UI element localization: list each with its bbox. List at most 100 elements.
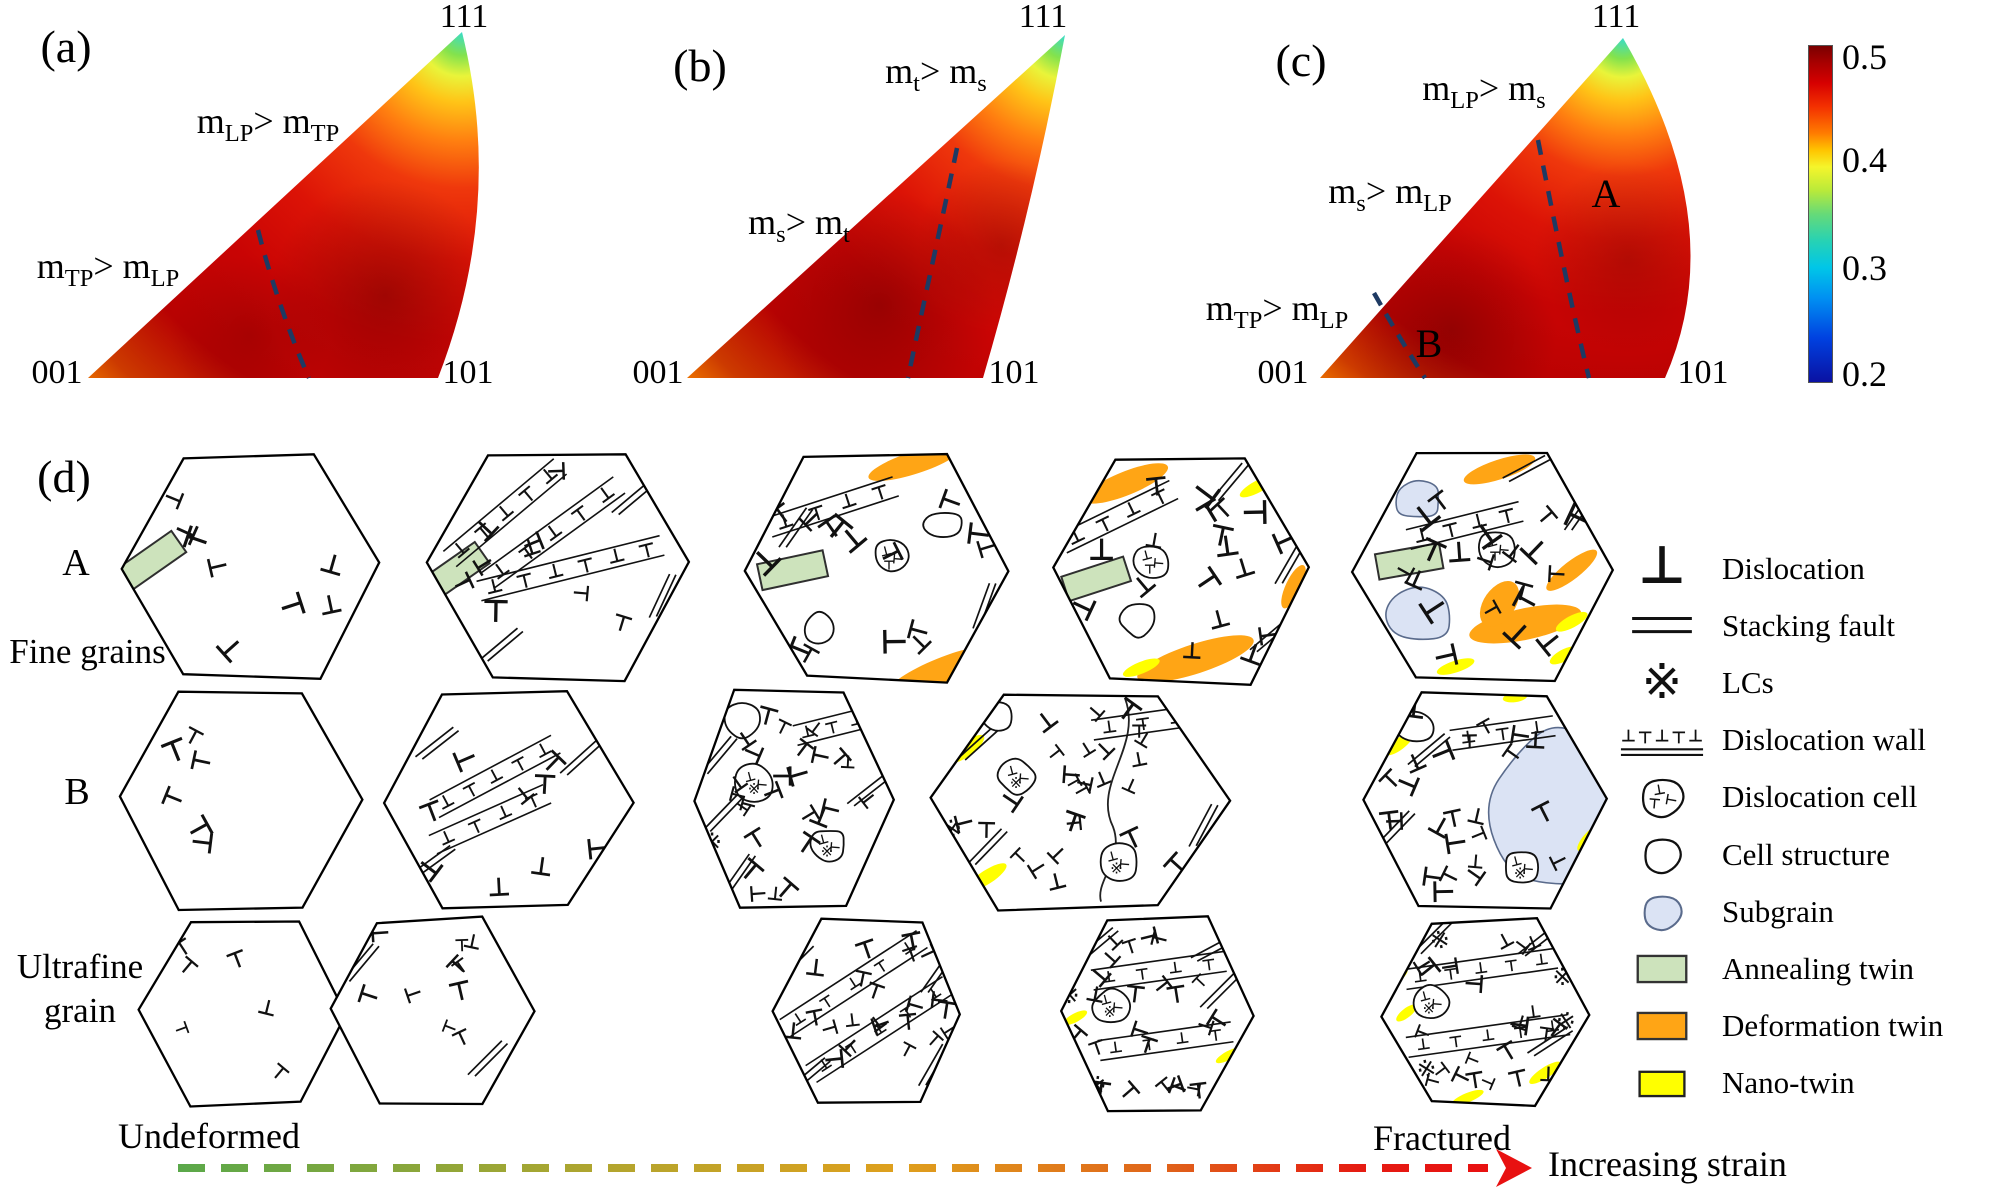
svg-text:⊥: ⊥ [1472,957,1489,978]
svg-text:⊥: ⊥ [1479,1025,1496,1046]
dislocation-cell [1099,842,1138,882]
deformation-twin [1546,549,1598,591]
svg-text:⊥: ⊥ [1428,997,1444,1010]
colorbar-tick-04: 0.4 [1842,140,1887,180]
svg-text:⊥: ⊥ [1088,533,1116,568]
svg-text:⊥: ⊥ [1174,1027,1191,1048]
svg-text:⊥: ⊥ [544,558,567,585]
region-a-dashed-line [1535,139,1592,379]
hexagon-grain-A1: ⊥⊥⊥⊥⊥⊥⊥⊥ [120,453,381,680]
svg-text:⊥: ⊥ [883,556,895,571]
panel-b-region-lower: ms> mt [748,202,850,249]
svg-text:⊥: ⊥ [186,828,221,857]
colorbar-tick-05: 0.5 [1842,37,1887,77]
legend-item-deformation-twin: Deformation twin [1612,998,2008,1055]
svg-text:⊥: ⊥ [889,552,905,565]
stacking-fault [414,726,460,760]
dislocation-cell [1091,987,1132,1024]
svg-text:⊥: ⊥ [1437,828,1473,858]
nano-twin-icon [1612,1055,1712,1111]
svg-text:⊥: ⊥ [605,543,628,570]
svg-text:⊥: ⊥ [878,543,893,561]
stacking-fault [480,627,524,662]
twin-boundary-dashed-line [905,147,960,379]
svg-text:⊥: ⊥ [1116,857,1132,870]
svg-text:⊥: ⊥ [1100,717,1118,739]
svg-text:⊥: ⊥ [1409,1021,1435,1044]
svg-text:⊥: ⊥ [435,825,459,851]
stacking-fault [967,828,1008,866]
panel-a-corner-001: 001 [31,354,83,391]
legend-label-dislocation: Dislocation [1722,550,1865,586]
svg-text:⊥: ⊥ [1426,879,1459,905]
svg-text:⊥: ⊥ [960,519,997,549]
svg-text:⊥: ⊥ [896,1007,920,1035]
svg-text:⊥: ⊥ [1466,849,1486,873]
hexagon-grain-B3: ⊥ ⊥ ⊥⊥⊥※⊥⊥※※⊥⊥⊥⊥⊥⊥⊥⊥⊥⊥ ⊥⊥⊥⊥⊥⊥⊥⊥⊥⊥⊥⊥⊥⊥⊥⊥ [693,688,896,909]
deformation-twin [1137,635,1254,683]
panel-c-corner-101: 101 [1677,354,1729,391]
svg-text:⊥: ⊥ [1509,853,1524,871]
svg-text:※: ※ [1642,655,1683,710]
row-label-a: A [62,542,90,584]
svg-text:⊥: ⊥ [1621,725,1636,745]
svg-text:⊥: ⊥ [1163,978,1189,1009]
svg-text:⊥: ⊥ [636,537,659,564]
hexagon-grain-B5: ⊥ ⊥ ⊥⊥⊥※⊥⊥⊥⊥⊥⊥⊥⊥⊥⊥⊥⊥⊥⊥⊥ ⊥⊥⊥⊥⊥⊥⊥⊥⊥ [1362,691,1609,910]
legend-item-dislocation: ⊥ Dislocation [1612,540,2008,597]
hexagon-grain-B1: ⊥⊥⊥⊥⊥⊥ [118,690,364,912]
svg-text:⊥: ⊥ [1061,812,1087,833]
deformation-twin [1281,564,1306,609]
svg-text:⊥: ⊥ [1460,972,1489,996]
svg-text:⊥: ⊥ [781,1017,805,1046]
svg-text:⊥: ⊥ [437,1016,461,1038]
cell-structure [922,512,963,538]
nano-twin [1529,1061,1562,1084]
stage-label-fractured: Fractured [1373,1118,1511,1158]
svg-text:⊥: ⊥ [1524,725,1548,755]
dislocation-cell [1412,983,1451,1020]
colorbar-tick-02: 0.2 [1842,354,1887,394]
legend-label-subgrain: Subgrain [1722,893,1834,929]
svg-text:※: ※ [1423,999,1436,1017]
dislocation-wall: ⊥⊥⊥⊥ [428,783,552,855]
svg-text:⊥: ⊥ [1445,535,1473,570]
svg-text:⊥: ⊥ [1417,988,1432,1006]
hexagon-grain-U1: ⊥ ⊥⊥⊥⊥⊥ [137,920,348,1108]
svg-text:⊥: ⊥ [933,994,960,1026]
svg-text:⊥: ⊥ [1512,1022,1529,1043]
svg-text:⊥: ⊥ [1439,517,1462,544]
svg-text:※: ※ [1514,864,1527,882]
hexagon-grain-U5: ⊥ ⊥ ⊥ ⊥ ⊥⊥ ⊥ ⊥ ⊥ ⊥⊥⊥※※※※※⊥⊥⊥⊥⊥⊥⊥⊥⊥⊥⊥⊥⊥⊥⊥⊥⊥ ⊥⊥⊥⊥⊥ [1380,917,1591,1108]
annealing-twin [1373,541,1445,581]
legend: ⊥ Dislocation Stacking fault ※ LCs ⊥ ⊥ ⊥ ⊥ ⊥ Dislo… [1612,540,2008,1112]
svg-text:⊥: ⊥ [1056,763,1085,787]
svg-text:⊥: ⊥ [1200,954,1217,975]
stacking-fault [1502,454,1551,483]
svg-text:⊥: ⊥ [1533,949,1550,970]
dislocation-wall: ⊥⊥⊥⊥⊥ [1405,1013,1571,1059]
svg-text:⊥: ⊥ [1503,955,1520,976]
svg-text:⊥: ⊥ [521,788,545,814]
svg-text:⊥: ⊥ [492,800,516,826]
svg-text:⊥: ⊥ [798,721,817,743]
dislocation-wall-icon: ⊥ ⊥ ⊥ ⊥ ⊥ [1612,712,1712,768]
svg-text:⊥: ⊥ [1123,978,1148,1008]
dislocation-cell-icon: ⊥ ⊥ ⊥ [1612,769,1712,825]
svg-text:※: ※ [1010,774,1023,792]
nano-twin [1063,1010,1088,1026]
svg-text:⊥: ⊥ [1436,954,1465,978]
legend-label-deformation-twin: Deformation twin [1722,1008,1944,1044]
svg-text:⊥: ⊥ [1107,1037,1124,1058]
svg-text:⊥: ⊥ [1652,782,1667,800]
svg-text:⊥: ⊥ [1400,692,1428,726]
svg-text:⊥: ⊥ [1411,522,1434,549]
hexagon-grain-A4: ⊥ ⊥⊥ ⊥⊥⊥⊥⊥⊥⊥⊥⊥⊥ ⊥⊥⊥⊥⊥⊥⊥⊥⊥⊥⊥⊥ [1051,457,1311,686]
svg-text:⊥: ⊥ [1638,541,1686,596]
hexagon-grain-B2: ⊥ ⊥⊥ ⊥⊥⊥ ⊥⊥ ⊥⊥⊥⊥ ⊥⊥⊥⊥⊥⊥ [382,690,635,910]
svg-text:⊥: ⊥ [1688,725,1703,745]
svg-text:⊥: ⊥ [1671,727,1686,747]
stacking-fault [467,1040,509,1077]
dislocation-cell [996,757,1037,796]
